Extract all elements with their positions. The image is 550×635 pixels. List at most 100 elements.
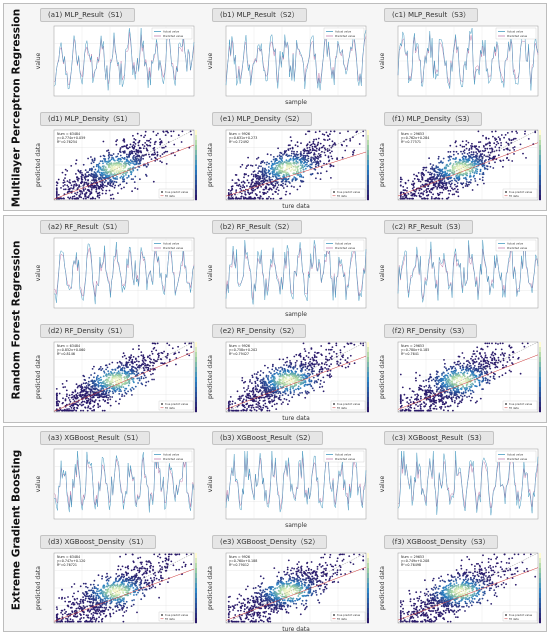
density-point: [281, 163, 284, 166]
density-point: [450, 176, 453, 179]
density-point: [251, 197, 253, 200]
panel-title: (e2) RF_Density（S2）: [212, 324, 307, 338]
density-point: [145, 147, 148, 150]
density-point: [275, 168, 278, 171]
density-point: [276, 369, 279, 372]
density-point: [132, 362, 134, 365]
density-point: [227, 192, 230, 194]
density-point: [328, 348, 330, 351]
density-point: [91, 390, 94, 393]
density-point: [303, 165, 306, 168]
density-point: [419, 180, 422, 183]
density-point: [137, 141, 140, 144]
density-point: [399, 406, 402, 408]
density-point: [259, 380, 262, 383]
density-point: [140, 377, 143, 380]
density-point: [186, 349, 188, 352]
density-point: [502, 359, 505, 362]
density-point: [300, 142, 302, 145]
density-point: [112, 182, 115, 185]
density-point: [512, 356, 514, 359]
density-point: [111, 168, 114, 171]
density-point: [293, 389, 295, 392]
density-point: [313, 381, 316, 384]
density-point: [105, 364, 108, 367]
density-point: [442, 171, 445, 173]
density-point: [289, 360, 291, 362]
density-point: [148, 156, 151, 158]
density-point: [96, 194, 99, 197]
density-point: [82, 409, 85, 412]
density-point: [323, 381, 325, 383]
density-point: [264, 399, 266, 402]
legend-swatch-points: [161, 191, 163, 193]
density-point: [161, 161, 163, 164]
density-point: [425, 403, 427, 406]
density-point: [104, 385, 107, 388]
density-point: [281, 185, 284, 187]
density-point: [487, 142, 489, 145]
density-point: [103, 409, 106, 412]
density-point: [439, 191, 442, 194]
density-point: [296, 161, 299, 164]
density-point: [436, 192, 439, 195]
density-point: [98, 194, 101, 197]
density-point: [120, 175, 123, 178]
density-point: [282, 391, 284, 394]
density-point: [57, 178, 60, 181]
density-point: [309, 144, 312, 147]
colorbar-step: [195, 342, 197, 348]
density-point: [133, 373, 136, 375]
density-point: [83, 400, 86, 403]
density-point: [144, 134, 147, 137]
density-point: [292, 367, 295, 370]
density-point: [406, 396, 409, 399]
density-point: [430, 180, 433, 182]
density-point: [283, 373, 286, 376]
density-point: [426, 197, 429, 200]
density-point: [456, 167, 459, 170]
density-point: [255, 390, 258, 393]
density-point: [242, 196, 245, 198]
density-point: [115, 156, 117, 158]
density-point: [320, 172, 322, 175]
density-point: [534, 131, 537, 134]
density-point: [243, 176, 245, 179]
density-point: [318, 371, 321, 373]
density-point: [111, 390, 114, 393]
density-point: [148, 357, 151, 360]
colorbar-step: [195, 175, 197, 181]
density-point: [259, 374, 262, 377]
density-point: [269, 197, 272, 200]
density-point: [140, 382, 143, 385]
density-point: [108, 376, 111, 379]
density-point: [267, 375, 270, 377]
density-point: [276, 168, 279, 171]
density-point: [162, 131, 165, 133]
density-point: [310, 379, 313, 382]
density-point: [118, 402, 120, 405]
density-point: [85, 197, 87, 200]
density-point: [315, 157, 318, 159]
density-point: [405, 196, 408, 199]
colorbar-step: [195, 190, 197, 196]
density-point: [116, 178, 119, 180]
density-point: [88, 195, 90, 197]
density-point: [116, 166, 119, 168]
density-point: [78, 185, 81, 188]
colorbar-step: [539, 195, 541, 201]
density-point: [278, 395, 281, 397]
density-point: [78, 184, 81, 187]
density-point: [447, 165, 450, 167]
density-point: [303, 384, 306, 387]
density-point: [450, 155, 453, 158]
density-point: [449, 180, 452, 183]
density-point: [410, 396, 413, 399]
density-point: [99, 176, 102, 179]
density-point: [154, 368, 156, 371]
density-point: [425, 166, 428, 169]
density-point: [512, 138, 515, 141]
density-point: [265, 375, 268, 378]
density-point: [247, 164, 250, 166]
